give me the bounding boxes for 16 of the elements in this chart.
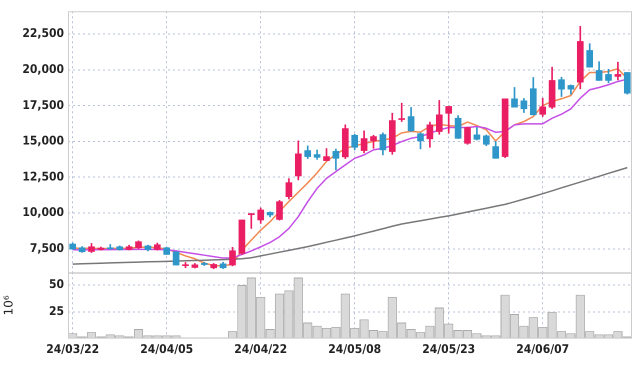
y-axis-title: 10⁶ [1,295,16,316]
x-tick-label: 24/04/22 [234,342,288,356]
y-tick-label: 12,500 [22,169,64,184]
y-tick-label: 17,500 [22,98,64,112]
y-tick-label: 25 [48,304,64,318]
y-tick-label: 10,000 [22,205,64,220]
x-tick-label: 24/03/22 [46,342,100,356]
y-tick-label: 20,000 [22,62,64,76]
y-tick-label: 22,500 [22,26,64,40]
y-tick-label: 50 [48,277,64,292]
x-tick-label: 24/05/23 [422,342,476,356]
x-tick-label: 24/05/08 [328,342,382,356]
x-tick-label: 24/04/05 [140,342,194,356]
y-tick-label: 7,500 [30,240,64,255]
y-tick-label: 15,000 [22,134,64,148]
x-tick-label: 24/06/07 [516,342,570,356]
